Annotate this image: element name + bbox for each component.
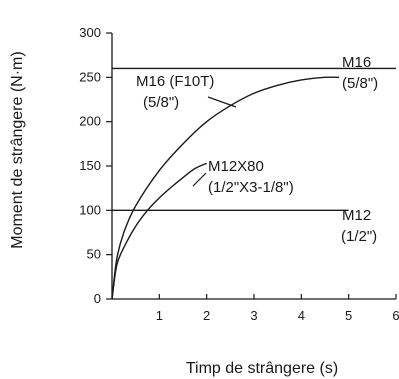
annotation-m16-right: M16: [342, 54, 371, 71]
y-tick-label: 0: [94, 291, 101, 306]
y-tick-label: 200: [79, 114, 101, 129]
annotation-m12x80: (1/2"X3-1/8"): [208, 179, 294, 196]
annotation-m12-right: (1/2"): [341, 228, 377, 245]
x-tick-label: 1: [156, 308, 163, 323]
y-tick-label: 150: [79, 158, 101, 173]
series: [111, 67, 396, 300]
y-tick-label: 50: [87, 247, 101, 262]
x-tick-label: 4: [298, 308, 305, 323]
leader-line-m16-f10t: [207, 96, 237, 108]
x-tick-label: 6: [392, 308, 399, 323]
y-tick-label: 250: [79, 69, 101, 84]
leader-line-m12x80: [192, 172, 207, 187]
x-tick-label: 3: [250, 308, 257, 323]
annotation-m16-f10t: M16 (F10T): [136, 73, 214, 90]
series-line-3: [111, 162, 207, 300]
annotation-m16-right: (5/8"): [342, 75, 378, 92]
x-axis-title: Timp de strângere (s): [186, 360, 338, 377]
ticks: 0 50 100 150 200 250 300 1 2 3 4 5 6: [79, 25, 399, 323]
y-tick-label: 300: [79, 25, 101, 40]
annotation-m12x80: M12X80: [208, 158, 264, 175]
x-tick-label: 5: [345, 308, 352, 323]
series-line-2: [111, 76, 340, 300]
x-tick-label: 2: [203, 308, 210, 323]
annotation-m12-right: M12: [342, 207, 371, 224]
annotation-m16-f10t: (5/8"): [143, 94, 179, 111]
y-axis-title: Moment de strângere (N·m): [9, 51, 26, 248]
annotations: M16 (5/8") M16 (F10T) (5/8") M12X80 (1/2"X3-1…: [136, 54, 378, 245]
y-tick-label: 100: [79, 202, 101, 217]
